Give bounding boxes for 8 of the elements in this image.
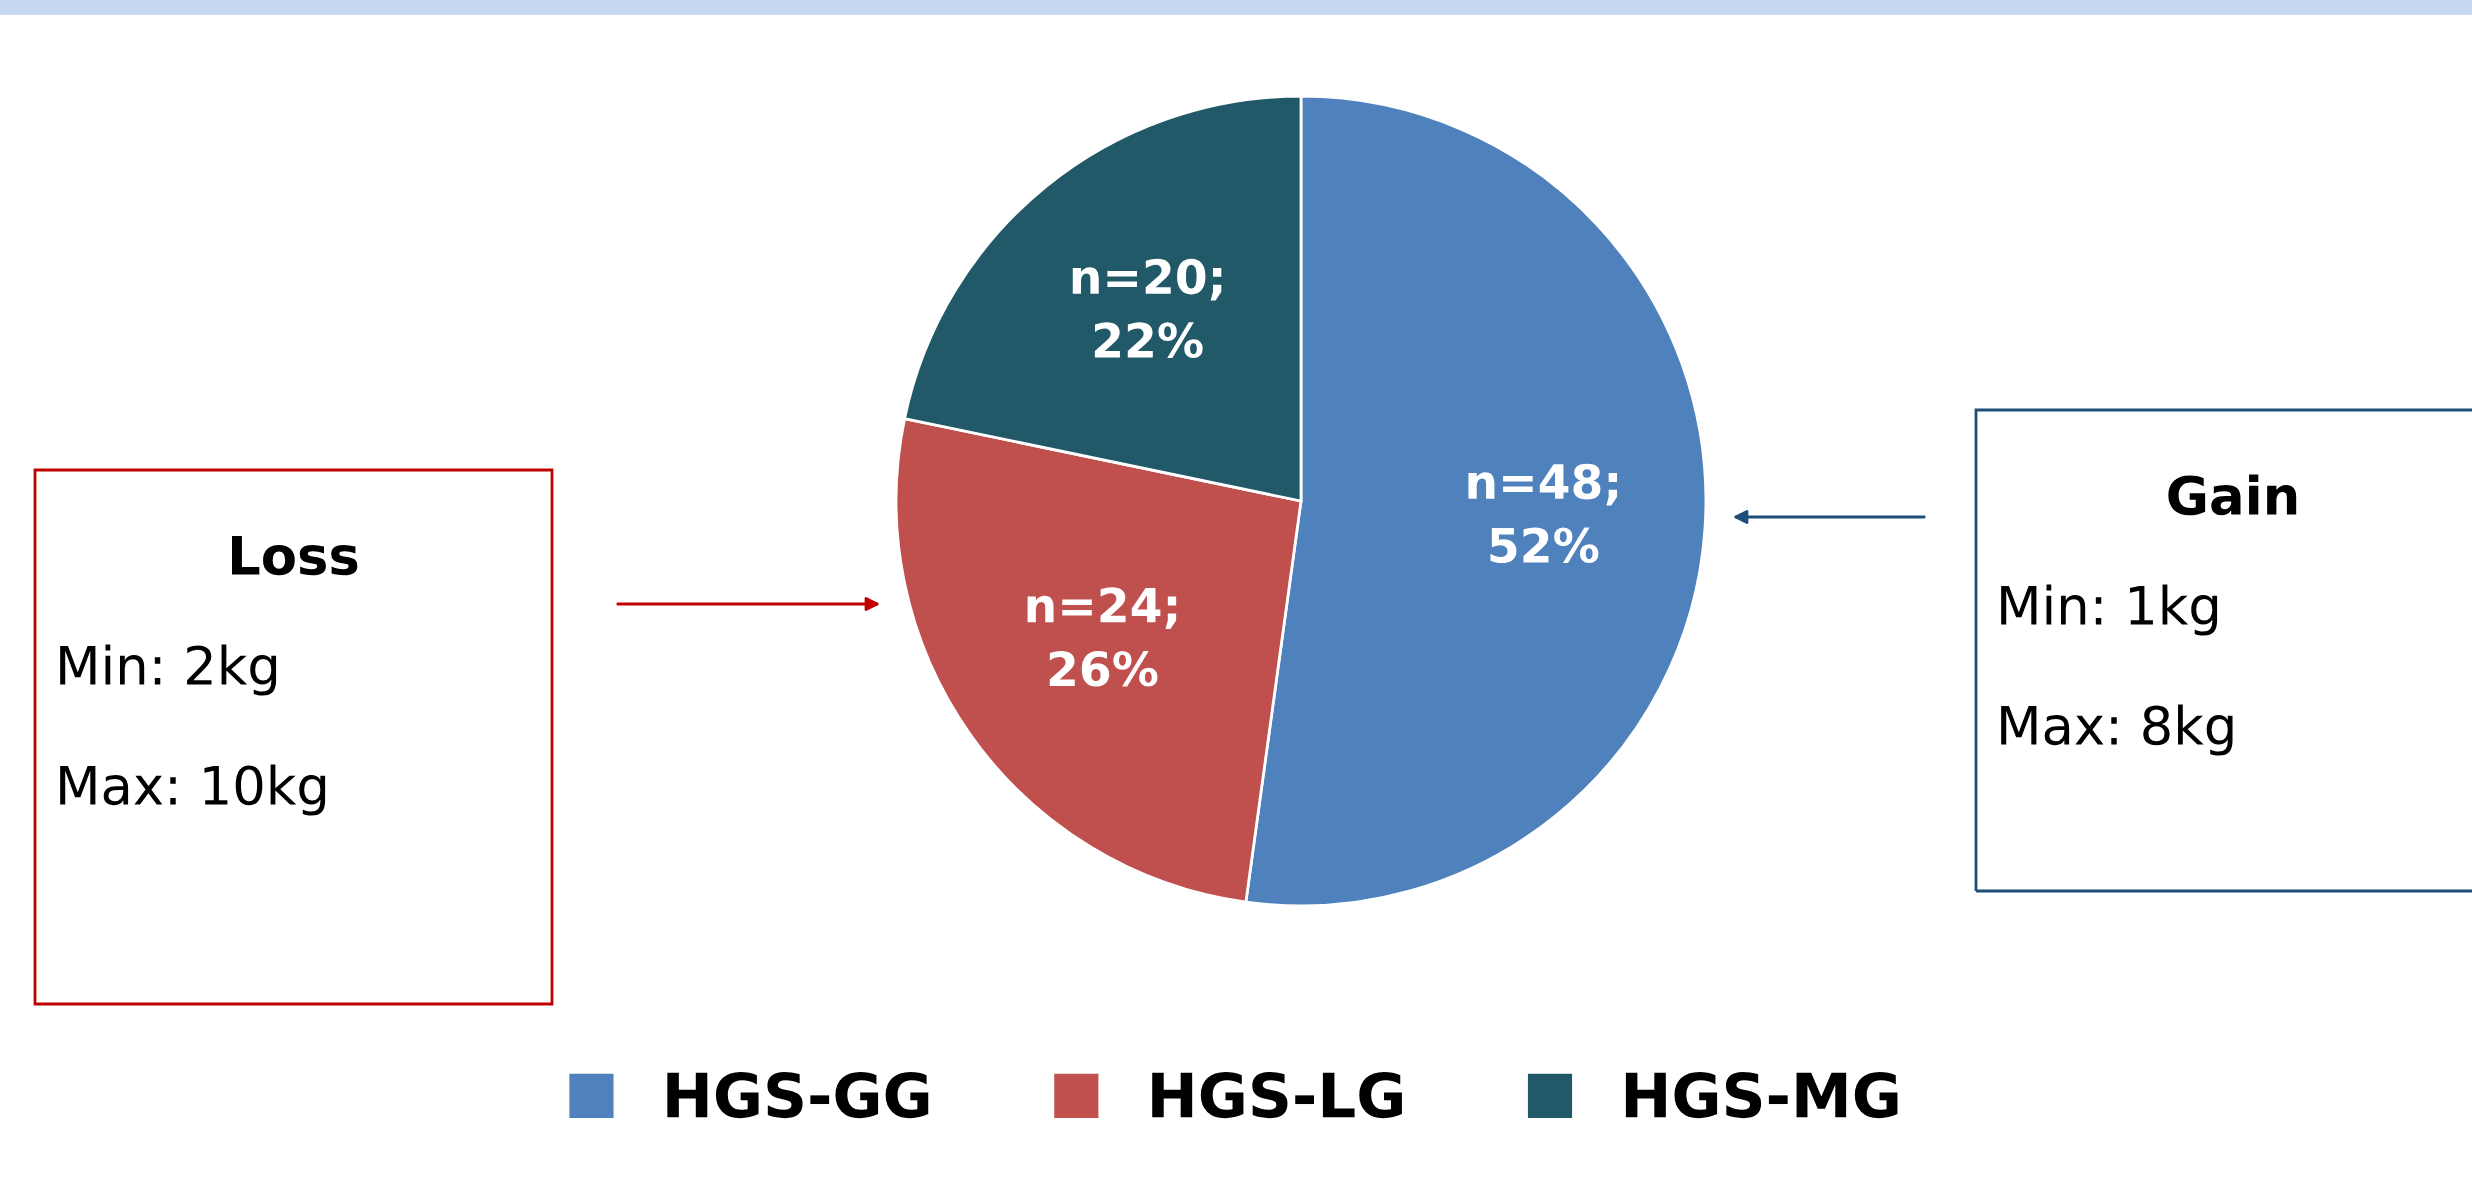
legend-label: HGS-LG xyxy=(1152,1071,1402,1119)
legend-label: HGS-GG xyxy=(667,1071,929,1119)
data-label: n=24; 26% xyxy=(1027,587,1177,687)
text: Gain Min: 1kg Max: 8kg xyxy=(2001,474,2297,756)
text: Loss Min: 2kg Max: 10kg xyxy=(60,536,358,816)
data-label: n=48; 52% xyxy=(1468,463,1617,564)
data-label: n=20; 22% xyxy=(1072,258,1222,359)
legend-label: HGS-MG xyxy=(1625,1071,1898,1119)
